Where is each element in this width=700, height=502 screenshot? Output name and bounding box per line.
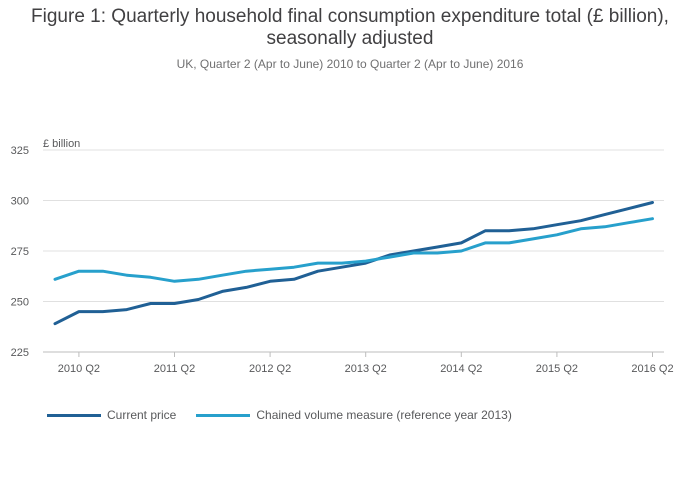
x-tick-label: 2010 Q2: [58, 363, 100, 375]
x-tick-label: 2014 Q2: [440, 363, 482, 375]
x-tick-label: 2015 Q2: [536, 363, 578, 375]
legend-label-current-price: Current price: [107, 408, 177, 422]
x-tick-label: 2012 Q2: [249, 363, 291, 375]
y-tick-label: 325: [11, 145, 29, 157]
y-tick-label: 225: [11, 347, 29, 359]
gridlines: [43, 149, 664, 302]
series: [53, 201, 654, 326]
x-tick-label: 2011 Q2: [154, 363, 195, 375]
legend-swatch-current-price: [47, 413, 101, 417]
y-tick-label: 250: [11, 297, 29, 309]
legend-swatch-chained-volume: [196, 413, 251, 417]
legend-item-chained-volume: Chained volume measure (reference year 2…: [196, 408, 512, 422]
legend-item-current-price: Current price: [47, 408, 176, 422]
y-axis-label: £ billion: [43, 138, 80, 150]
legend-label-chained-volume: Chained volume measure (reference year 2…: [256, 408, 512, 422]
series-line-chained-volume: [53, 217, 654, 283]
x-tick-label: 2016 Q2: [631, 363, 673, 375]
legend: Current price Chained volume measure (re…: [47, 408, 532, 422]
y-tick-label: 275: [11, 246, 29, 258]
x-tick-label: 2013 Q2: [345, 363, 387, 375]
chart-title: Figure 1: Quarterly household final cons…: [31, 6, 669, 49]
series-line-current-price: [53, 201, 654, 326]
y-tick-label: 300: [11, 196, 29, 208]
chart-subtitle: UK, Quarter 2 (Apr to June) 2010 to Quar…: [176, 57, 524, 71]
line-chart: 225 250 275 300 325 2010 Q2 2011 Q2 2012 Q2 2013…: [11, 138, 674, 375]
axes: 225 250 275 300 325 2010 Q2 2011 Q2 2012 Q2 2013…: [11, 145, 674, 375]
